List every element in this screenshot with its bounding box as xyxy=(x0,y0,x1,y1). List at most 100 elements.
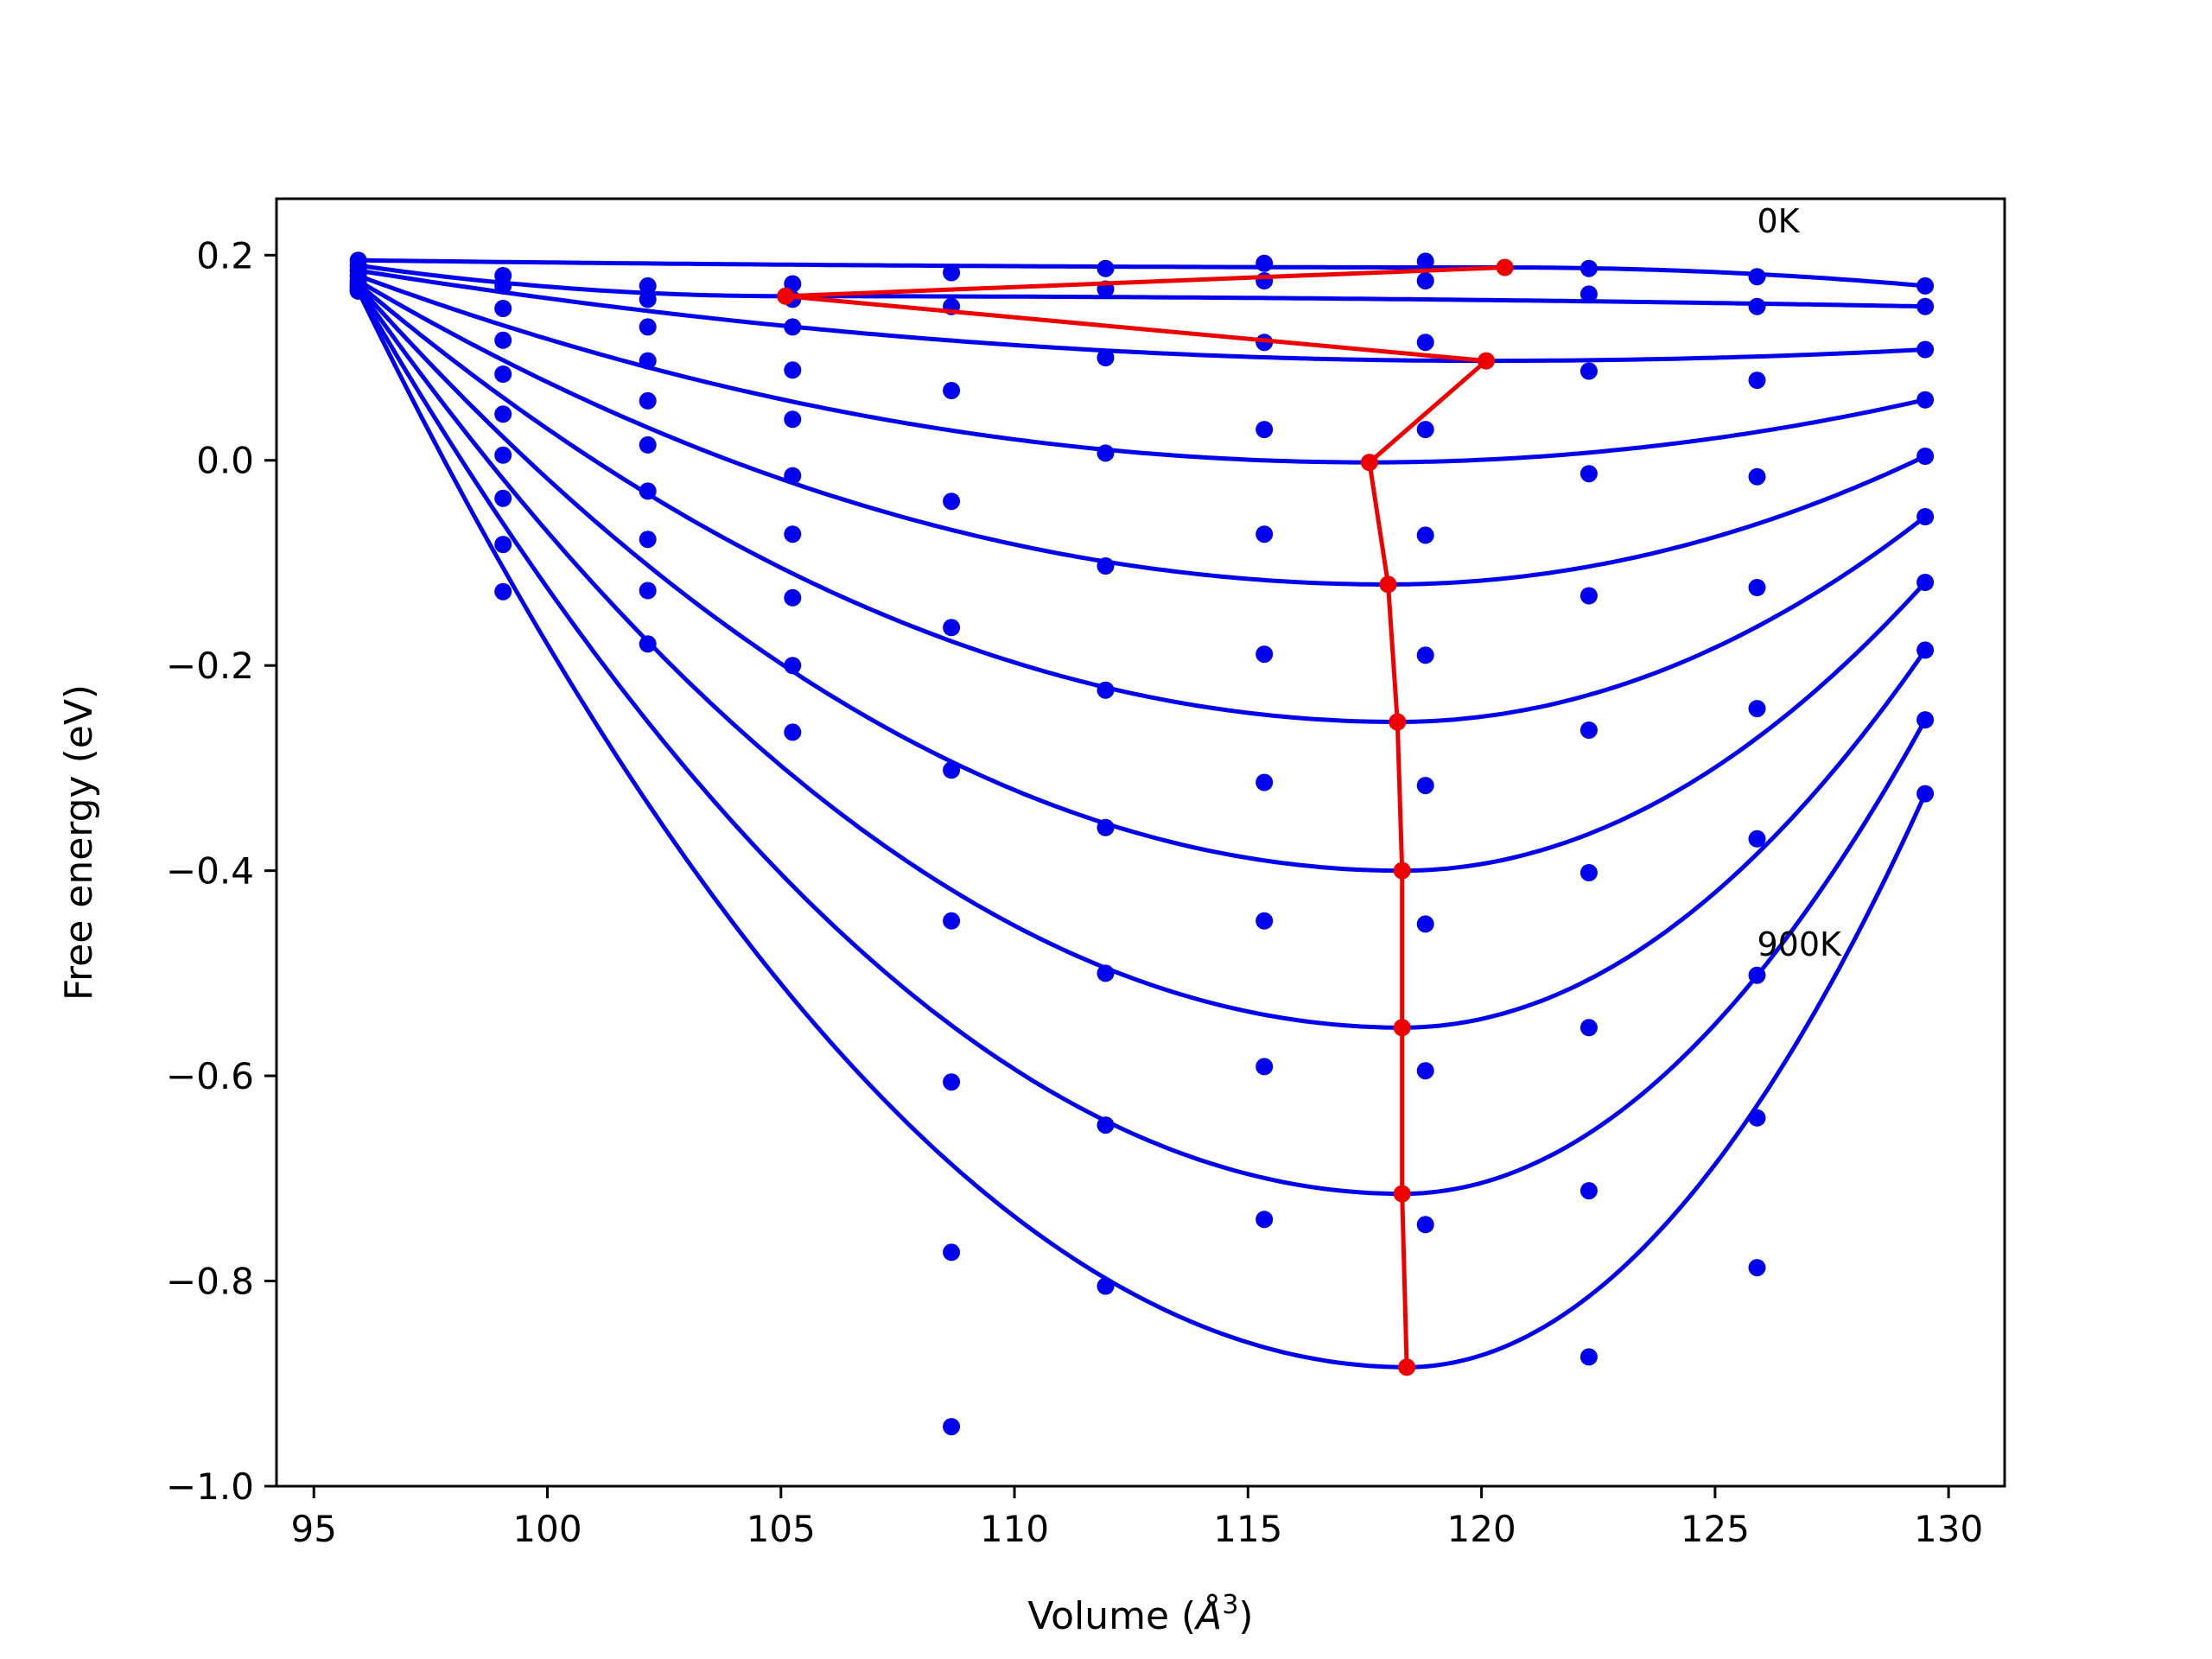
fit-curve xyxy=(357,273,1926,465)
y-tick-label: 0.2 xyxy=(196,234,254,276)
data-point xyxy=(1255,773,1274,791)
data-point xyxy=(1580,1348,1598,1366)
fitted-curves xyxy=(356,257,1928,1370)
data-point xyxy=(943,761,961,779)
data-point xyxy=(784,657,802,675)
data-point xyxy=(639,276,657,295)
data-point xyxy=(784,318,802,336)
y-axis-label: Free energy (eV) xyxy=(57,684,101,1001)
data-point xyxy=(494,365,512,383)
data-point xyxy=(1916,276,1935,295)
data-point xyxy=(1916,641,1935,659)
data-point xyxy=(1916,508,1935,525)
data-point xyxy=(1748,966,1766,984)
data-point xyxy=(784,410,802,429)
data-point xyxy=(1748,1109,1766,1127)
data-point xyxy=(1580,1019,1598,1037)
annotations: 0K 900K xyxy=(1758,202,1843,963)
data-point xyxy=(1416,272,1434,289)
minimum-point xyxy=(1496,258,1514,276)
x-tick-label: 125 xyxy=(1681,1508,1750,1550)
x-tick-label: 100 xyxy=(512,1508,582,1550)
data-point xyxy=(494,489,512,507)
x-tick-label: 120 xyxy=(1447,1508,1516,1550)
data-point xyxy=(943,264,961,282)
minimum-point xyxy=(1393,1019,1411,1037)
fit-curve xyxy=(356,282,1927,724)
data-point xyxy=(494,300,512,317)
x-axis-label: Volume (Å3) xyxy=(1027,1590,1253,1638)
data-point xyxy=(943,493,961,511)
x-axis-label-close: ) xyxy=(1238,1594,1253,1638)
data-point xyxy=(784,525,802,543)
minima-path xyxy=(777,258,1514,1376)
fit-curve xyxy=(356,289,1928,1370)
data-point xyxy=(1096,818,1115,836)
data-point xyxy=(639,482,657,500)
data-points xyxy=(349,251,1935,1436)
data-point xyxy=(494,536,512,554)
data-point xyxy=(639,391,657,410)
y-tick-label: −0.6 xyxy=(166,1055,254,1097)
plot-frame xyxy=(275,197,2006,1488)
data-point xyxy=(943,382,961,399)
data-point xyxy=(943,1243,961,1262)
data-point xyxy=(1580,587,1598,605)
data-point xyxy=(1255,254,1274,272)
data-point xyxy=(1748,579,1766,596)
data-point xyxy=(1580,259,1598,277)
fit-curve xyxy=(358,257,1926,289)
data-point xyxy=(1748,830,1766,848)
data-point xyxy=(1416,252,1434,270)
data-point xyxy=(1748,467,1766,486)
x-tick-label: 95 xyxy=(291,1508,337,1550)
data-point xyxy=(784,467,802,485)
data-point xyxy=(1416,526,1434,544)
fit-curve xyxy=(358,268,1926,364)
x-tick-label: 130 xyxy=(1914,1508,1983,1550)
y-axis: 0.2 0.0 −0.2 −0.4 −0.6 −0.8 −1.0 xyxy=(166,234,276,1508)
y-tick-label: −0.8 xyxy=(166,1261,254,1303)
data-point xyxy=(1416,915,1434,933)
data-point xyxy=(1916,340,1935,359)
fit-curve xyxy=(356,286,1928,1030)
data-point xyxy=(1580,721,1598,739)
x-axis-label-exponent: 3 xyxy=(1222,1590,1238,1620)
fit-curve xyxy=(356,289,1928,1197)
data-point xyxy=(1748,297,1766,315)
minimum-point xyxy=(1379,575,1397,594)
data-point xyxy=(1255,912,1274,930)
data-point xyxy=(639,318,657,336)
data-point xyxy=(943,619,961,637)
data-point xyxy=(1916,711,1935,729)
data-point xyxy=(1580,864,1598,881)
data-point xyxy=(1580,465,1598,483)
data-point xyxy=(1416,1062,1434,1080)
fit-curve xyxy=(356,284,1927,874)
data-point xyxy=(1916,448,1935,465)
data-point xyxy=(639,435,657,454)
data-point xyxy=(943,1418,961,1436)
y-tick-label: −1.0 xyxy=(166,1465,254,1508)
data-point xyxy=(1255,421,1274,439)
data-point xyxy=(1416,777,1434,795)
data-point xyxy=(1580,1182,1598,1200)
data-point xyxy=(1096,964,1115,982)
data-point xyxy=(1096,681,1115,699)
fit-curve xyxy=(358,263,1926,309)
data-point xyxy=(639,290,657,308)
minimum-point xyxy=(1393,861,1411,880)
data-point xyxy=(1416,334,1434,352)
data-point xyxy=(1580,362,1598,380)
data-point xyxy=(1416,1216,1434,1234)
x-axis-label-main: Volume ( xyxy=(1027,1594,1196,1638)
data-point xyxy=(639,582,657,600)
data-point xyxy=(1416,646,1434,664)
data-point xyxy=(494,405,512,423)
minima-line xyxy=(785,265,1505,1368)
data-point xyxy=(349,282,367,300)
x-axis: 95 100 105 110 115 120 125 130 xyxy=(291,1486,1983,1550)
data-point xyxy=(1916,574,1935,591)
data-point xyxy=(494,446,512,464)
data-point xyxy=(1255,525,1274,543)
